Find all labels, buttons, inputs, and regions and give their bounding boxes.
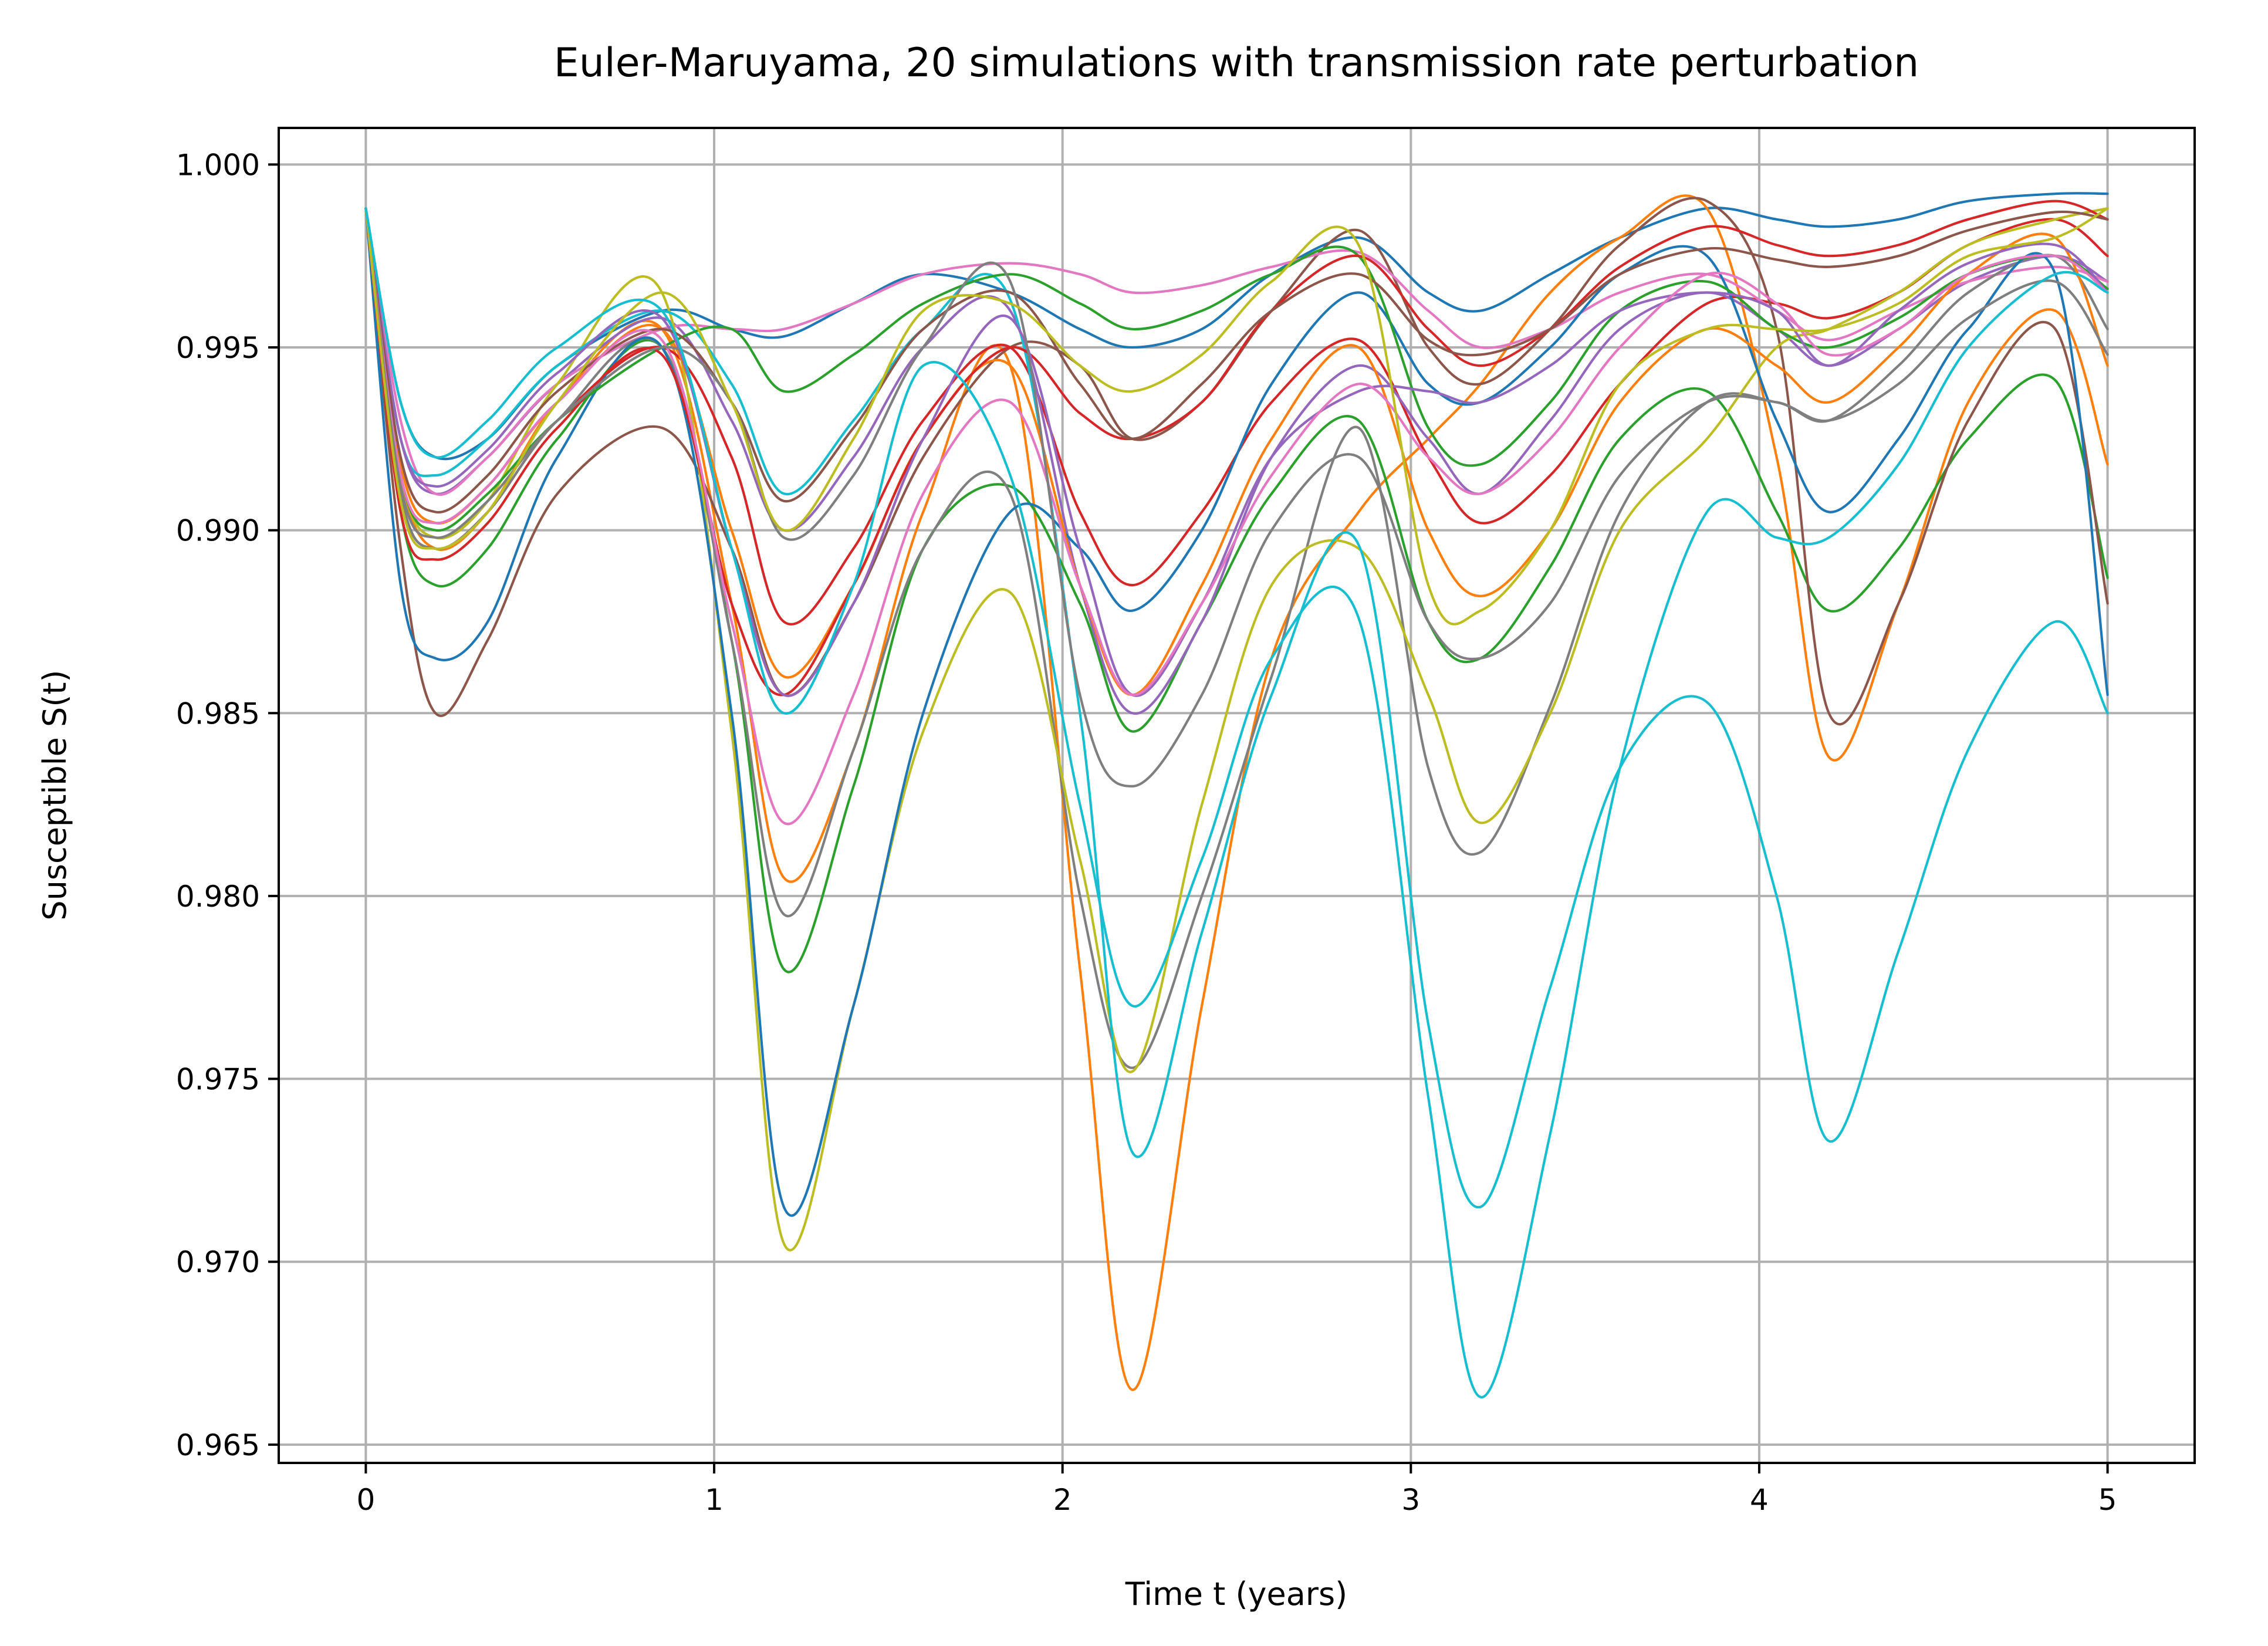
y-tick-label: 0.985	[176, 697, 260, 731]
x-tick-label: 4	[1750, 1483, 1769, 1517]
chart-title: Euler-Maruyama, 20 simulations with tran…	[554, 40, 1919, 86]
series-line-9	[364, 207, 2109, 1252]
y-tick-label: 1.000	[176, 148, 260, 182]
y-axis: 0.965 0.970 0.975 0.980 0.985 0.990 0.995 1.000	[176, 148, 279, 1462]
series-line-2	[364, 194, 2109, 1391]
grid	[279, 128, 2195, 1463]
y-tick-label: 0.990	[176, 514, 260, 548]
series-line-14	[364, 200, 2109, 697]
plot-frame	[278, 127, 2196, 1464]
series-line-10	[364, 207, 2109, 1209]
x-axis-label: Time t (years)	[1125, 1576, 1347, 1613]
series-line-18	[364, 207, 2109, 787]
y-axis-label: Susceptible S(t)	[36, 670, 73, 920]
x-axis: 0 1 2 3 4 5	[357, 1463, 2117, 1517]
x-tick-label: 5	[2098, 1483, 2117, 1517]
y-tick-label: 0.975	[176, 1063, 260, 1097]
y-tick-label: 0.995	[176, 331, 260, 365]
x-tick-label: 2	[1053, 1483, 1072, 1517]
y-tick-label: 0.980	[176, 880, 260, 914]
x-tick-label: 3	[1401, 1483, 1420, 1517]
series-line-19	[364, 207, 2109, 626]
series-line-17	[364, 207, 2109, 826]
series-line-11	[364, 207, 2109, 1217]
series-line-20	[364, 207, 2109, 1398]
x-tick-label: 1	[705, 1483, 724, 1517]
x-tick-label: 0	[357, 1483, 376, 1517]
y-tick-label: 0.970	[176, 1245, 260, 1279]
series-group	[364, 192, 2109, 1398]
series-line-15	[364, 207, 2109, 697]
series-line-16	[364, 207, 2109, 514]
y-tick-label: 0.965	[176, 1428, 260, 1462]
